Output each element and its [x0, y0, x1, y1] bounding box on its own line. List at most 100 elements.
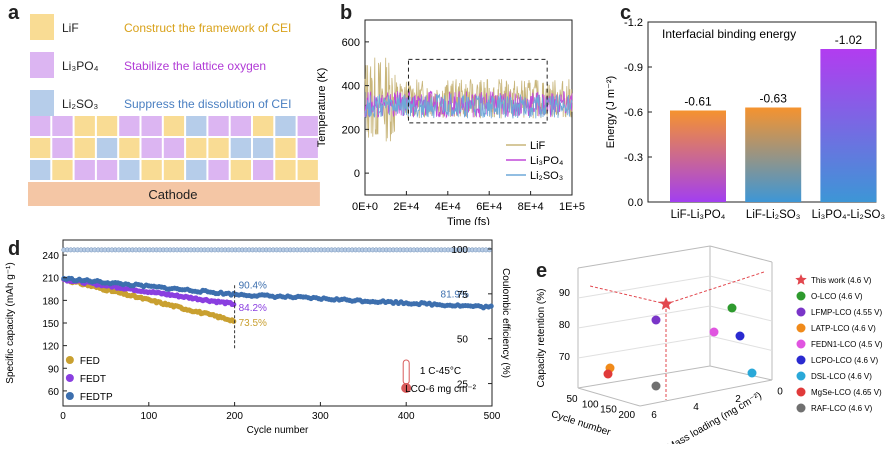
cei-tile [208, 138, 229, 158]
panel-label-a: a [8, 2, 20, 24]
box-edge [639, 379, 773, 407]
cei-tile [163, 116, 185, 136]
legend-label-3: LATP-LCO (4.6 V) [811, 324, 876, 333]
bar-1 [745, 107, 802, 202]
bar-0 [670, 110, 726, 202]
y-tick-label: 80 [559, 320, 571, 331]
cei-tile [253, 160, 274, 180]
y-tick-label: 180 [42, 296, 59, 307]
cei-tile [141, 138, 162, 158]
legend-label-4: FEDN1-LCO (4.5 V) [811, 340, 883, 349]
legend-swatch-0 [30, 14, 54, 40]
y2-axis-label: Coulombic efficiency (%) [500, 268, 511, 378]
y-tick-label: 400 [342, 81, 360, 93]
y-tick-label: 0 [354, 168, 360, 180]
x-axis-label: Cycle number [247, 425, 309, 436]
x-tick-label: 0 [60, 411, 66, 422]
cei-tile [297, 116, 318, 136]
grid-line [577, 275, 711, 299]
legend-compound-2: Li₂SO₃ [62, 97, 98, 111]
box-edge [577, 387, 641, 407]
legend-marker-1 [65, 374, 74, 382]
x-tick-label-0: LiF-Li₃PO₄ [671, 209, 726, 221]
grid-line [709, 305, 773, 322]
y-tick-label: 240 [42, 251, 59, 262]
legend-marker-5 [796, 355, 806, 365]
condition-1: LCO-6 mg cm⁻² [405, 384, 477, 395]
cei-tile [208, 160, 229, 180]
cycling-chart: 90.4% 84.2% 73.5% 81.9% 60 90 120 150 180 210 240 2… [5, 239, 511, 436]
cei-tile [119, 160, 140, 180]
cei-tile [30, 138, 51, 158]
cei-schematic: LiF Construct the framework of CEI Li₃PO₄ S… [28, 14, 320, 206]
x-tick-label: 500 [484, 411, 501, 422]
cei-tile [253, 116, 274, 136]
cei-tile [186, 160, 207, 180]
legend-label-1: O-LCO (4.6 V) [811, 292, 863, 301]
data-point-8 [651, 381, 661, 391]
legend-label-7: MgSe-LCO (4.65 V) [811, 388, 882, 397]
legend-label-0: LiF [530, 140, 546, 152]
data-point-2 [651, 315, 661, 325]
y-tick-label: 150 [42, 319, 59, 330]
cei-tile [141, 160, 162, 180]
cei-tile [230, 160, 251, 180]
y-tick-label: -0.3 [624, 152, 643, 164]
star-guide [589, 285, 667, 305]
legend-label-2: LFMP-LCO (4.55 V) [811, 308, 882, 317]
cei-tile [119, 138, 140, 158]
legend-role-0: Construct the framework of CEI [124, 21, 291, 35]
legend-marker-2 [65, 392, 74, 400]
y-axis-label: Capacity retention (%) [536, 289, 547, 388]
x-tick-label-2: Li₃PO₄-Li₂SO₃ [812, 209, 886, 221]
cathode-label: Cathode [148, 187, 197, 202]
cei-tile [275, 116, 296, 136]
legend-role-2: Suppress the dissolution of CEI [124, 97, 291, 111]
legend-label-2: Li₂SO₃ [530, 170, 563, 182]
data-point-4 [709, 327, 719, 337]
cei-tile [30, 160, 51, 180]
legend-marker-4 [796, 339, 806, 349]
legend-marker-3 [796, 323, 806, 333]
legend-label-0: FED [80, 356, 100, 367]
data-point-6 [747, 368, 757, 378]
cei-tile [96, 116, 118, 136]
cei-tile [30, 116, 51, 136]
x-tick-label: 400 [398, 411, 415, 422]
y2-tick-label: 75 [457, 290, 469, 301]
cei-tile [74, 116, 95, 136]
cei-tile [186, 116, 207, 136]
cathode-layer [28, 182, 320, 206]
capacity-point-2 [488, 303, 494, 309]
cei-tile [230, 138, 251, 158]
legend-marker-1 [796, 291, 806, 301]
grid-line [577, 305, 711, 329]
x-tick-label: 0E+0 [352, 201, 378, 213]
grid-line [709, 275, 773, 292]
legend-marker-0 [795, 274, 807, 285]
legend-label-2: FEDTP [80, 392, 113, 403]
panel-a: a LiF Construct the framework of CEI Li₃PO… [0, 0, 320, 220]
cei-tile [96, 138, 118, 158]
y-axis-label: Energy (J m⁻²) [605, 76, 617, 148]
legend-label-1: FEDT [80, 374, 106, 385]
y2-tick-label: 25 [457, 380, 469, 391]
cei-tile [275, 138, 296, 158]
z-tick-label: 0 [777, 386, 783, 397]
condition-0: 1 C-45°C [420, 366, 461, 377]
x-tick-label: 4E+4 [435, 201, 461, 213]
bar-value-label-2: -1.02 [835, 33, 863, 47]
y-axis-label: Temperature (K) [316, 68, 328, 147]
z-tick-label: 6 [651, 410, 657, 421]
annot-3: 81.9% [441, 289, 469, 300]
y-tick-label: 210 [42, 274, 59, 285]
x-tick-label: 300 [312, 411, 329, 422]
cei-tile [74, 138, 95, 158]
plot-frame [62, 239, 493, 407]
box-edge [577, 365, 711, 389]
y-axis-label: Specific capacity (mAh g⁻¹) [5, 262, 16, 383]
y-tick-label: 600 [342, 37, 360, 49]
z-tick-label: 4 [693, 402, 699, 413]
thermometer-icon [402, 359, 410, 385]
